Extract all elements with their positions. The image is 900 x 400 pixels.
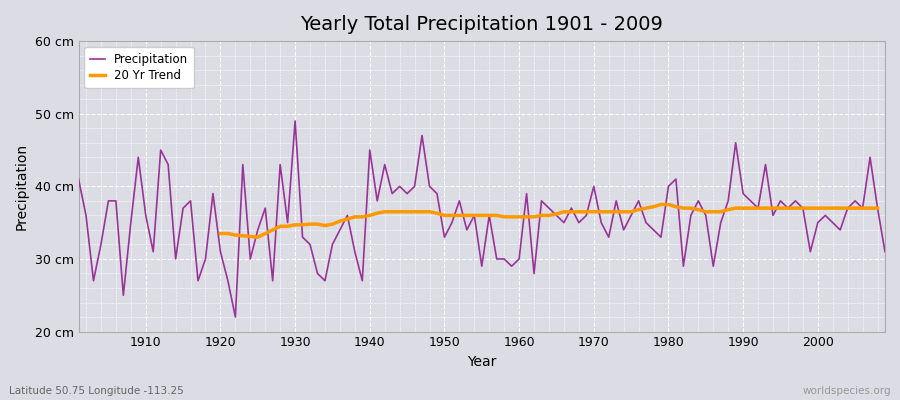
20 Yr Trend <box>252 235 263 240</box>
Line: 20 Yr Trend: 20 Yr Trend <box>220 204 878 237</box>
Precipitation <box>357 278 368 283</box>
20 Yr Trend <box>304 222 315 226</box>
Text: worldspecies.org: worldspecies.org <box>803 386 891 396</box>
Precipitation <box>230 315 241 320</box>
Precipitation <box>528 271 539 276</box>
Legend: Precipitation, 20 Yr Trend: Precipitation, 20 Yr Trend <box>85 47 194 88</box>
Precipitation <box>133 155 144 160</box>
Y-axis label: Precipitation: Precipitation <box>15 143 29 230</box>
Precipitation <box>312 271 323 276</box>
20 Yr Trend <box>559 209 570 214</box>
20 Yr Trend <box>357 214 368 219</box>
Text: Latitude 50.75 Longitude -113.25: Latitude 50.75 Longitude -113.25 <box>9 386 184 396</box>
Title: Yearly Total Precipitation 1901 - 2009: Yearly Total Precipitation 1901 - 2009 <box>301 15 663 34</box>
20 Yr Trend <box>655 202 666 207</box>
20 Yr Trend <box>215 231 226 236</box>
20 Yr Trend <box>872 206 883 210</box>
Precipitation <box>618 228 629 232</box>
20 Yr Trend <box>476 213 487 218</box>
X-axis label: Year: Year <box>467 355 497 369</box>
Line: Precipitation: Precipitation <box>78 121 885 317</box>
Precipitation <box>879 249 890 254</box>
Precipitation <box>290 118 301 123</box>
Precipitation <box>73 177 84 182</box>
20 Yr Trend <box>290 222 301 227</box>
Precipitation <box>521 191 532 196</box>
20 Yr Trend <box>813 206 824 210</box>
